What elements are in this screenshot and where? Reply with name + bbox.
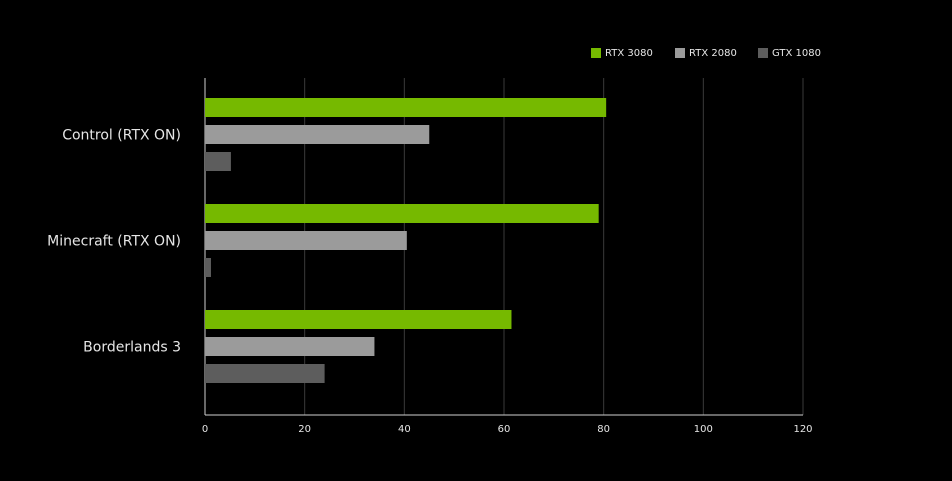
legend-swatch-gtx-1080: [758, 48, 768, 58]
category-labels: Control (RTX ON) Minecraft (RTX ON) Border…: [47, 128, 181, 356]
legend-label-rtx-2080: RTX 2080: [689, 48, 737, 59]
bar-control-rtx-on-gtx-1080: [205, 152, 231, 171]
bars: [205, 98, 607, 383]
x-tick-labels: 0 20 40 60 80 100 120: [202, 424, 813, 435]
x-tick-label-0: 0: [202, 424, 208, 435]
x-tick-label-20: 20: [298, 424, 311, 435]
bar-minecraft-rtx-on-rtx-2080: [205, 231, 407, 250]
legend-swatch-rtx-3080: [591, 48, 601, 58]
bar-borderlands-3-rtx-3080: [205, 310, 512, 329]
x-tick-label-40: 40: [398, 424, 411, 435]
bar-borderlands-3-rtx-2080: [205, 337, 375, 356]
category-label-control-rtx-on: Control (RTX ON): [62, 128, 181, 144]
legend-label-gtx-1080: GTX 1080: [772, 48, 821, 59]
bar-minecraft-rtx-on-gtx-1080: [205, 258, 211, 277]
x-tick-label-100: 100: [694, 424, 713, 435]
bar-borderlands-3-gtx-1080: [205, 364, 325, 383]
legend: RTX 3080 RTX 2080 GTX 1080: [591, 48, 821, 59]
bar-control-rtx-on-rtx-3080: [205, 98, 607, 117]
category-label-minecraft-rtx-on: Minecraft (RTX ON): [47, 234, 181, 250]
x-tick-label-120: 120: [793, 424, 812, 435]
legend-label-rtx-3080: RTX 3080: [605, 48, 653, 59]
x-tick-label-80: 80: [597, 424, 610, 435]
bar-control-rtx-on-rtx-2080: [205, 125, 430, 144]
category-label-borderlands-3: Borderlands 3: [83, 340, 181, 356]
legend-swatch-rtx-2080: [675, 48, 685, 58]
x-tick-label-60: 60: [498, 424, 511, 435]
bar-minecraft-rtx-on-rtx-3080: [205, 204, 599, 223]
